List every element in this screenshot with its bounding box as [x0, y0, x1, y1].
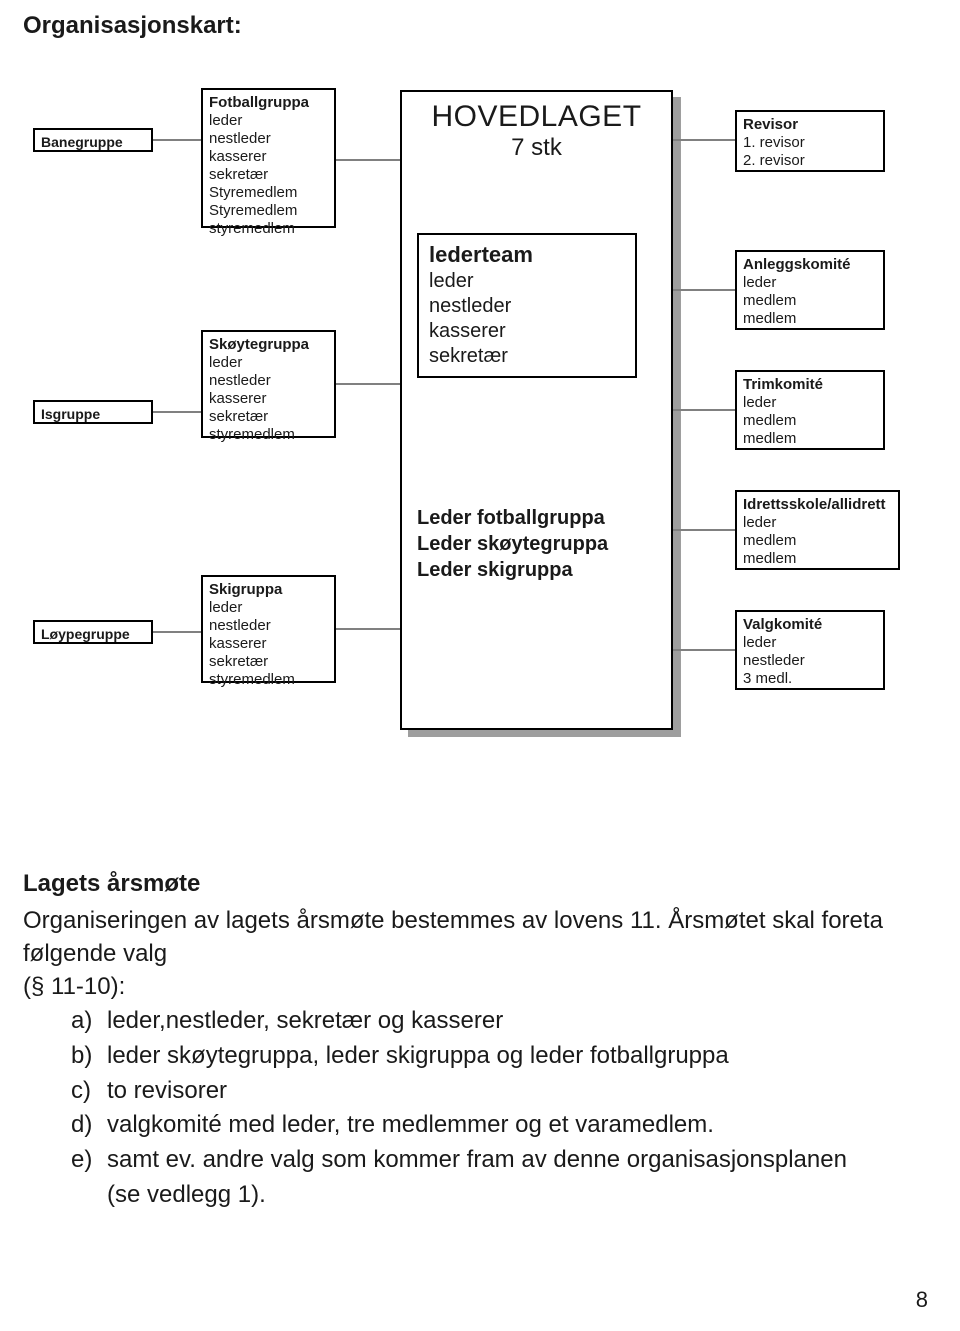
valg-box: Valgkomité leder nestleder 3 medl. [735, 610, 885, 690]
list-text: leder skøytegruppa, leder skigruppa og l… [107, 1039, 729, 1074]
trim-line: medlem [743, 412, 877, 430]
revisor-line: 1. revisor [743, 134, 877, 152]
lederteam-line: nestleder [429, 294, 625, 319]
idrett-line: leder [743, 514, 892, 532]
skoyte-line: leder [209, 354, 328, 372]
leader-line: Leder fotballgruppa [417, 505, 608, 531]
fotball-line: sekretær [209, 166, 328, 184]
list-marker: e) [71, 1143, 97, 1178]
ski-line: leder [209, 599, 328, 617]
lederteam-line: sekretær [429, 344, 625, 369]
lederteam-title: lederteam [429, 241, 625, 269]
valg-title: Valgkomité [743, 616, 877, 634]
ski-line: sekretær [209, 653, 328, 671]
list-item: e) samt ev. andre valg som kommer fram av… [23, 1143, 923, 1178]
hoved-title-block: HOVEDLAGET 7 stk [400, 100, 673, 162]
hoved-title: HOVEDLAGET [400, 100, 673, 134]
list-item: a) leder,nestleder, sekretær og kasserer [23, 1004, 923, 1039]
idrett-title: Idrettsskole/allidrett [743, 496, 892, 514]
intro-line-3: (§ 11-10): [23, 971, 125, 1003]
revisor-box: Revisor 1. revisor 2. revisor [735, 110, 885, 172]
list-text: samt ev. andre valg som kommer fram av d… [107, 1143, 847, 1178]
anlegg-title: Anleggskomité [743, 256, 877, 274]
fotball-line: Styremedlem [209, 202, 328, 220]
fotball-line: styremedlem [209, 220, 328, 238]
anlegg-line: leder [743, 274, 877, 292]
hoved-frame [400, 90, 673, 730]
valg-list: a)leder,nestleder, sekretær og kasserer … [23, 1004, 923, 1213]
anlegg-line: medlem [743, 310, 877, 328]
ski-line: nestleder [209, 617, 328, 635]
hoved-sub: 7 stk [400, 134, 673, 162]
list-text: leder,nestleder, sekretær og kasserer [107, 1004, 503, 1039]
list-item: b) leder skøytegruppa, leder skigruppa og… [23, 1039, 923, 1074]
loypegruppe-box: Løypegruppe [33, 620, 153, 644]
anlegg-line: medlem [743, 292, 877, 310]
ski-line: styremedlem [209, 671, 328, 689]
revisor-line: 2. revisor [743, 152, 877, 170]
trim-title: Trimkomité [743, 376, 877, 394]
fotball-line: Styremedlem [209, 184, 328, 202]
trim-line: medlem [743, 430, 877, 448]
lederteam-line: kasserer [429, 319, 625, 344]
valg-line: leder [743, 634, 877, 652]
ski-title: Skigruppa [209, 581, 328, 599]
list-item: (se vedlegg 1). [23, 1178, 923, 1213]
valg-line: nestleder [743, 652, 877, 670]
intro-line-2: følgende valg [23, 938, 167, 970]
list-text: to revisorer [107, 1074, 227, 1109]
list-marker: c) [71, 1074, 97, 1109]
skoyte-line: styremedlem [209, 426, 328, 444]
ski-box: Skigruppa leder nestleder kasserer sekre… [201, 575, 336, 683]
skoyte-line: kasserer [209, 390, 328, 408]
fotball-line: leder [209, 112, 328, 130]
page-title: Organisasjonskart: [23, 12, 242, 40]
section-title: Lagets årsmøte [23, 870, 200, 898]
idrett-line: medlem [743, 532, 892, 550]
fotball-box: Fotballgruppa leder nestleder kasserer s… [201, 88, 336, 228]
skoyte-line: sekretær [209, 408, 328, 426]
list-marker: b) [71, 1039, 97, 1074]
page-number: 8 [916, 1287, 928, 1313]
skoyte-line: nestleder [209, 372, 328, 390]
fotball-line: nestleder [209, 130, 328, 148]
anlegg-box: Anleggskomité leder medlem medlem [735, 250, 885, 330]
list-marker: a) [71, 1004, 97, 1039]
list-item: c) to revisorer [23, 1074, 923, 1109]
fotball-line: kasserer [209, 148, 328, 166]
trim-line: leder [743, 394, 877, 412]
list-marker: d) [71, 1108, 97, 1143]
ski-line: kasserer [209, 635, 328, 653]
skoyte-box: Skøytegruppa leder nestleder kasserer se… [201, 330, 336, 438]
banegruppe-box: Banegruppe [33, 128, 153, 152]
leader-line: Leder skøytegruppa [417, 531, 608, 557]
idrett-line: medlem [743, 550, 892, 568]
list-text: valgkomité med leder, tre medlemmer og e… [107, 1108, 714, 1143]
lederteam-box: lederteam leder nestleder kasserer sekre… [417, 233, 637, 378]
isgruppe-box: Isgruppe [33, 400, 153, 424]
list-item: d) valgkomité med leder, tre medlemmer og… [23, 1108, 923, 1143]
idrett-box: Idrettsskole/allidrett leder medlem medl… [735, 490, 900, 570]
leader-line: Leder skigruppa [417, 557, 608, 583]
lederteam-line: leder [429, 269, 625, 294]
intro-line-1: Organiseringen av lagets årsmøte bestemm… [23, 905, 923, 937]
trim-box: Trimkomité leder medlem medlem [735, 370, 885, 450]
page: Organisasjonskart: HOVEDLAGET 7 stk lede… [0, 0, 960, 1331]
list-marker [71, 1178, 97, 1213]
valg-line: 3 medl. [743, 670, 877, 688]
skoyte-title: Skøytegruppa [209, 336, 328, 354]
fotball-title: Fotballgruppa [209, 94, 328, 112]
list-text: (se vedlegg 1). [107, 1178, 266, 1213]
leaders-list: Leder fotballgruppa Leder skøytegruppa L… [417, 505, 608, 583]
revisor-title: Revisor [743, 116, 877, 134]
